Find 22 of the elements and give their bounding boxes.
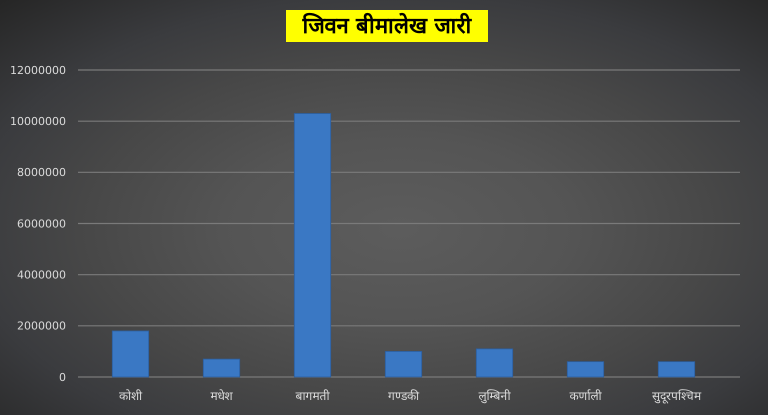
- x-tick-label: मधेश: [210, 389, 234, 403]
- x-tick-label: कोशी: [119, 389, 143, 403]
- bar: [566, 361, 604, 378]
- bar: [112, 330, 150, 378]
- y-tick-label: 4000000: [17, 268, 66, 282]
- x-tick-label: गण्डकी: [388, 389, 420, 403]
- x-tick-label: कर्णाली: [570, 389, 602, 403]
- y-tick-label: 10000000: [10, 115, 66, 128]
- chart-title: जिवन बीमालेख जारी: [301, 12, 473, 39]
- y-tick-label: 0: [59, 370, 66, 384]
- x-tick-label: सुदूरपश्चिम: [652, 389, 702, 404]
- bar: [202, 358, 240, 378]
- bar: [294, 113, 332, 378]
- bar: [384, 351, 422, 378]
- bar: [658, 361, 696, 378]
- y-tick-label: 2000000: [17, 320, 66, 333]
- y-tick-label: 8000000: [17, 166, 66, 180]
- y-tick-label: 12000000: [10, 64, 66, 77]
- y-tick-label: 6000000: [17, 217, 66, 230]
- x-tick-label: बागमती: [296, 389, 330, 403]
- x-tick-label: लुम्बिनी: [478, 389, 512, 404]
- bar: [476, 348, 514, 378]
